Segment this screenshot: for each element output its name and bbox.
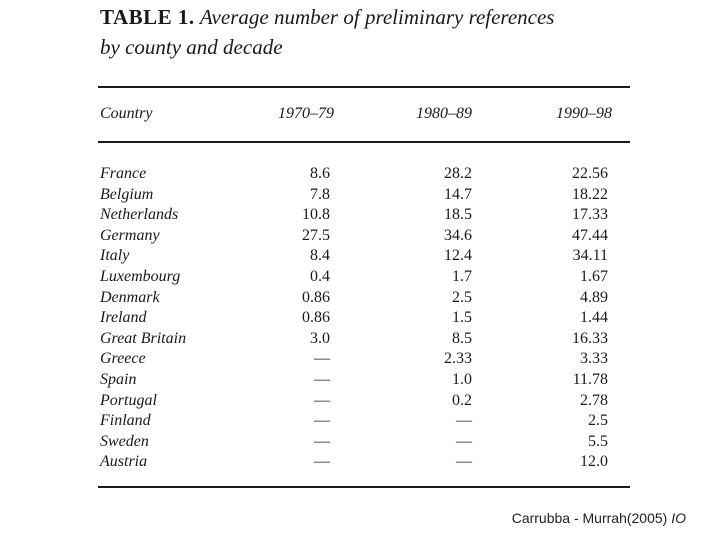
value-1990s-cell: 5.5 [588, 432, 608, 450]
value-1970s-cell: 27.5 [302, 226, 330, 244]
country-cell: France [100, 165, 147, 182]
citation: Carrubba - Murrah(2005) IO [512, 510, 686, 526]
value-1970s-cell: — [314, 432, 330, 450]
value-1990s-cell: 18.22 [572, 185, 608, 203]
value-1980s-cell: 1.7 [452, 268, 472, 285]
value-1970s-cell: — [314, 453, 330, 471]
country-cell: Germany [100, 226, 160, 244]
value-1970s-cell: — [314, 371, 330, 388]
value-1990s-cell: 1.44 [580, 309, 608, 327]
value-1980s-cell: 18.5 [444, 206, 472, 224]
value-1980s-cell: — [456, 432, 472, 450]
table-title: TABLE 1. Average number of preliminary r… [100, 2, 660, 62]
column-header-1980s: 1980–89 [416, 105, 472, 122]
country-cell: Austria [100, 453, 148, 471]
value-1980s-cell: 8.5 [452, 329, 472, 347]
value-1980s-cell: 1.0 [452, 371, 472, 388]
country-cell: Italy [100, 247, 130, 265]
table-row: Finland — — 2.5 [100, 411, 630, 431]
table-title-line-1: Average number of preliminary references [199, 5, 555, 29]
country-cell: Netherlands [100, 206, 179, 224]
country-cell: Belgium [100, 185, 154, 203]
column-header-1990s: 1990–98 [556, 105, 612, 122]
value-1990s-cell: 3.33 [580, 350, 608, 368]
country-cell: Great Britain [100, 329, 187, 347]
country-cell: Portugal [100, 391, 157, 409]
value-1990s-cell: 34.11 [572, 247, 608, 265]
table-row: France 8.6 28.2 22.56 [100, 164, 630, 184]
table-row: Netherlands 10.8 18.5 17.33 [100, 205, 630, 225]
table-title-line-2: by county and decade [100, 35, 283, 59]
value-1980s-cell: — [456, 453, 472, 471]
value-1980s-cell: 28.2 [444, 165, 472, 182]
value-1970s-cell: 3.0 [310, 329, 330, 347]
value-1990s-cell: 1.67 [580, 268, 608, 285]
column-header-1970s: 1970–79 [278, 105, 334, 122]
value-1990s-cell: 22.56 [572, 165, 608, 182]
table-row: Greece — 2.33 3.33 [100, 349, 630, 369]
value-1980s-cell: 14.7 [444, 185, 472, 203]
value-1980s-cell: 34.6 [444, 226, 472, 244]
table-row: Belgium 7.8 14.7 18.22 [100, 185, 630, 205]
table-row: Sweden — — 5.5 [100, 432, 630, 452]
table-header-rule [98, 141, 630, 143]
table-row: Italy 8.4 12.4 34.11 [100, 246, 630, 266]
value-1990s-cell: 17.33 [572, 206, 608, 224]
table-row: Portugal — 0.2 2.78 [100, 391, 630, 411]
country-cell: Spain [100, 371, 137, 388]
value-1980s-cell: 2.5 [452, 288, 472, 306]
country-cell: Denmark [100, 288, 160, 306]
value-1970s-cell: 0.86 [302, 309, 330, 327]
value-1990s-cell: 12.0 [580, 453, 608, 471]
table-label: TABLE 1. [100, 5, 195, 29]
country-cell: Ireland [100, 309, 147, 327]
table-row: Great Britain 3.0 8.5 16.33 [100, 329, 630, 349]
citation-authors: Carrubba - Murrah(2005) [511, 510, 668, 526]
value-1990s-cell: 11.78 [572, 371, 608, 388]
table-row: Germany 27.5 34.6 47.44 [100, 226, 630, 246]
table-row: Luxembourg 0.4 1.7 1.67 [100, 267, 630, 287]
table-row: Spain — 1.0 11.78 [100, 370, 630, 390]
table-row: Ireland 0.86 1.5 1.44 [100, 308, 630, 328]
value-1990s-cell: 47.44 [572, 226, 608, 244]
table-row: Austria — — 12.0 [100, 452, 630, 472]
value-1990s-cell: 2.5 [588, 412, 608, 430]
table-row: Denmark 0.86 2.5 4.89 [100, 288, 630, 308]
value-1970s-cell: 8.6 [310, 165, 330, 182]
value-1970s-cell: — [314, 412, 330, 430]
column-header-country: Country [100, 105, 153, 122]
value-1970s-cell: — [314, 350, 330, 368]
value-1980s-cell: 0.2 [452, 391, 472, 409]
table-top-rule [98, 86, 630, 88]
value-1970s-cell: 10.8 [302, 206, 330, 224]
country-cell: Greece [100, 350, 146, 368]
value-1990s-cell: 16.33 [572, 329, 608, 347]
country-cell: Luxembourg [100, 268, 181, 285]
value-1990s-cell: 2.78 [580, 391, 608, 409]
value-1980s-cell: 1.5 [452, 309, 472, 327]
value-1970s-cell: 7.8 [310, 185, 330, 203]
value-1980s-cell: 12.4 [444, 247, 472, 265]
value-1990s-cell: 4.89 [580, 288, 608, 306]
citation-journal: IO [671, 510, 686, 526]
value-1980s-cell: 2.33 [444, 350, 472, 368]
value-1980s-cell: — [456, 412, 472, 430]
value-1970s-cell: 8.4 [310, 247, 330, 265]
value-1970s-cell: 0.86 [302, 288, 330, 306]
value-1970s-cell: 0.4 [310, 268, 330, 285]
value-1970s-cell: — [314, 391, 330, 409]
country-cell: Finland [100, 412, 151, 430]
table-bottom-rule [98, 486, 630, 488]
country-cell: Sweden [100, 432, 149, 450]
table-header-row: Country 1970–79 1980–89 1990–98 [100, 104, 630, 124]
